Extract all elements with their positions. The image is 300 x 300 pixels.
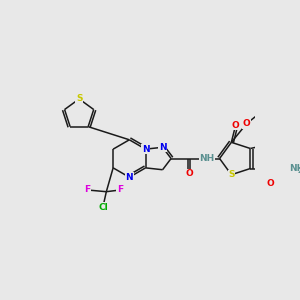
Text: N: N [159, 143, 167, 152]
Text: Cl: Cl [98, 202, 108, 211]
Text: O: O [267, 179, 275, 188]
Text: N: N [125, 173, 133, 182]
Text: O: O [243, 119, 250, 128]
Text: O: O [186, 169, 194, 178]
Text: N: N [142, 145, 149, 154]
Text: NH: NH [199, 154, 214, 163]
Text: S: S [76, 94, 83, 103]
Text: O: O [232, 121, 239, 130]
Text: 2: 2 [297, 168, 300, 174]
Text: S: S [228, 170, 235, 179]
Text: NH: NH [289, 164, 300, 173]
Text: F: F [85, 185, 91, 194]
Text: F: F [117, 185, 123, 194]
